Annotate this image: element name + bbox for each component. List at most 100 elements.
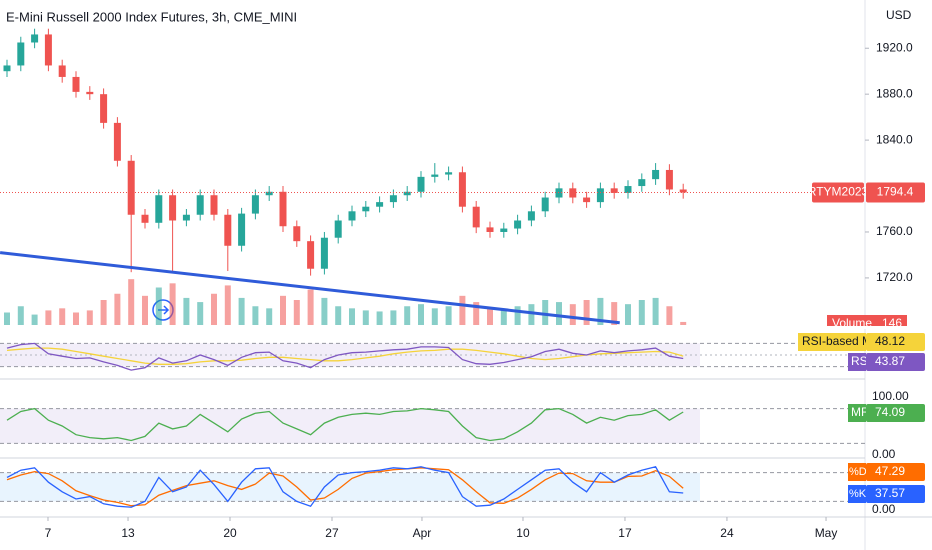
stoch-k-box — [848, 485, 866, 503]
candle-body — [17, 42, 25, 66]
volume-bar — [321, 297, 328, 325]
y-tick-label: 1760.0 — [876, 224, 913, 238]
volume-bar — [459, 295, 466, 325]
candle-body — [445, 172, 453, 175]
x-tick-label: 13 — [121, 526, 135, 540]
volume-bar — [307, 289, 314, 325]
chart-title: E-Mini Russell 2000 Index Futures, 3h, C… — [6, 9, 297, 24]
mfi-value: 74.09 — [875, 405, 905, 419]
mfi-badge — [866, 404, 925, 422]
volume-bar — [293, 300, 300, 325]
candle-body — [679, 189, 687, 193]
volume-bar — [404, 306, 411, 325]
volume-bar — [335, 306, 342, 325]
volume-bar — [114, 293, 121, 325]
currency: USD — [886, 8, 912, 22]
candle-body — [541, 197, 549, 212]
volume-bar — [155, 287, 162, 325]
volume-bar — [211, 293, 217, 325]
volume-bar — [569, 304, 576, 325]
candle-body — [182, 214, 190, 221]
candle-body — [486, 227, 494, 232]
y-tick-label: 0.00 — [872, 447, 896, 461]
candle-body — [500, 228, 508, 232]
volume-bar — [100, 300, 107, 325]
volume-bar — [238, 297, 245, 325]
candle-body — [293, 226, 301, 242]
volume-bar — [169, 283, 176, 325]
volume-bar — [45, 310, 52, 325]
rsi-ma-value: 48.12 — [875, 334, 905, 348]
volume-bar — [86, 310, 93, 325]
stoch-band — [0, 472, 700, 502]
volume-badge — [827, 315, 907, 329]
candle-body — [238, 213, 246, 246]
candle-body — [127, 160, 135, 215]
volume-bar — [514, 306, 521, 325]
x-tick-label: May — [815, 526, 838, 540]
x-tick-label: 10 — [516, 526, 530, 540]
mask — [0, 326, 932, 329]
candle-body — [169, 195, 177, 221]
x-tick-label: 20 — [223, 526, 237, 540]
candle-body — [196, 195, 204, 215]
candle-body — [141, 214, 149, 223]
volume-bar — [445, 306, 452, 325]
volume-bar — [611, 302, 618, 325]
volume-bar — [362, 310, 369, 325]
candle-body — [472, 206, 480, 228]
price-label: 1794.4 — [877, 185, 914, 199]
candle-body — [624, 186, 632, 193]
candle-body — [527, 211, 535, 221]
stoch-d-value: 47.29 — [875, 464, 905, 478]
candle-body — [251, 195, 259, 214]
volume-bar — [625, 304, 631, 325]
stoch-k-line — [6, 466, 684, 508]
symbol-badge — [812, 182, 864, 203]
rsi-line — [6, 342, 684, 371]
y-tick-label: 1880.0 — [876, 86, 913, 100]
rsi-ma-name: RSI-based MA — [802, 334, 880, 348]
volume-bar — [183, 297, 190, 325]
y-tick-label: 1840.0 — [876, 132, 913, 146]
volume-bar — [652, 297, 659, 325]
candle-body — [348, 211, 356, 221]
volume-bar — [224, 285, 231, 325]
volume-bar — [597, 297, 604, 325]
price-badge — [866, 182, 925, 203]
candle-body — [417, 176, 425, 192]
volume-bar — [666, 306, 673, 325]
candle-body — [86, 91, 94, 95]
rsi-ma-badge — [866, 333, 925, 351]
volume-bar — [376, 311, 383, 325]
x-tick-label: Apr — [413, 526, 432, 540]
stoch-d-line — [6, 467, 684, 507]
candle-body — [44, 34, 52, 66]
candle-body — [31, 34, 39, 43]
volume-bar — [280, 295, 286, 325]
y-tick-label: 1720.0 — [876, 270, 913, 284]
candle-body — [665, 169, 673, 190]
x-tick-label: 17 — [618, 526, 632, 540]
candle-body — [72, 76, 80, 92]
volume-bar — [73, 312, 79, 325]
volume-bar — [59, 308, 66, 325]
rsi-box — [848, 353, 866, 371]
stoch-k-badge — [866, 485, 925, 503]
volume-bar — [418, 304, 424, 325]
candle-body — [403, 191, 411, 196]
mfi-line — [6, 407, 684, 442]
candle-body — [100, 94, 108, 123]
candle-body — [389, 195, 397, 203]
x-tick-label: 27 — [325, 526, 339, 540]
volume-bar — [4, 312, 10, 325]
volume-bar — [17, 306, 24, 325]
volume-bar — [128, 279, 135, 325]
candle-body — [334, 220, 342, 238]
candle-body — [279, 191, 287, 227]
candle-body — [652, 169, 660, 180]
rsi-ma-box — [798, 333, 866, 351]
rsi-ma-line — [6, 347, 684, 365]
stoch-d-name: %D — [849, 466, 867, 478]
candle-body — [514, 220, 522, 229]
